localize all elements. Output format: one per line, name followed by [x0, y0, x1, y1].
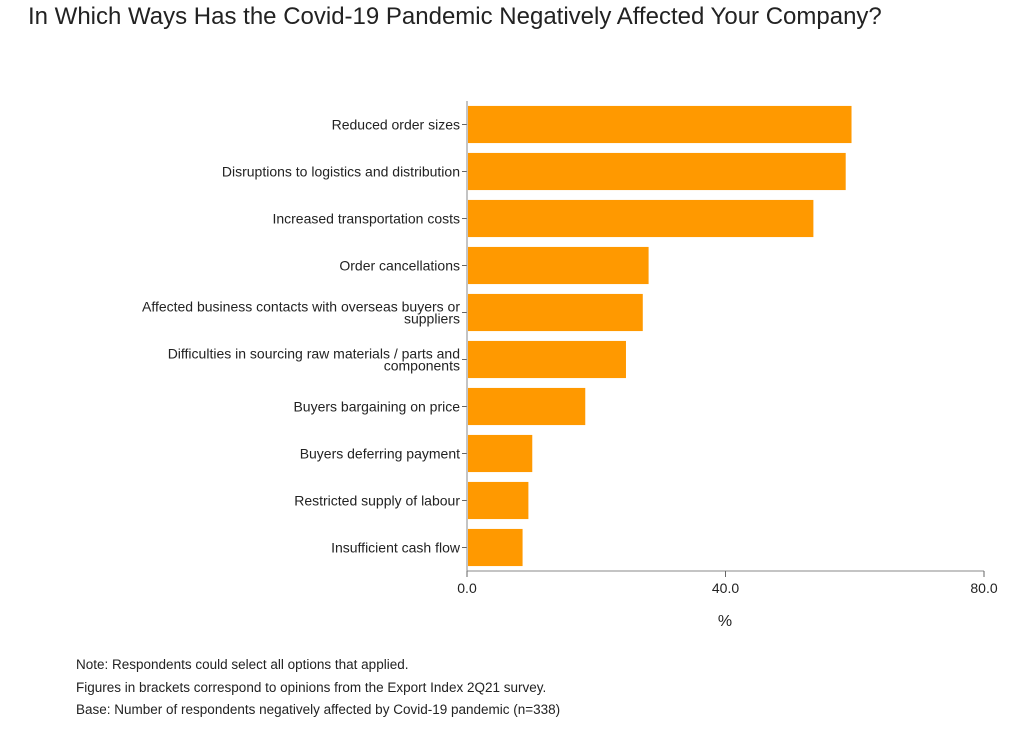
bars — [468, 105, 852, 567]
note-line: Base: Number of respondents negatively a… — [76, 702, 561, 717]
x-tick-label: 40.0 — [712, 580, 739, 596]
chart-notes: Note: Respondents could select all optio… — [76, 654, 560, 722]
y-axis-labels: Reduced order sizes Disruptions to logist… — [142, 117, 461, 556]
bar — [468, 481, 529, 520]
y-tick-label: Order cancellations — [339, 258, 460, 274]
y-tick-label: Disruptions to logistics and distributio… — [222, 164, 460, 180]
y-axis — [462, 101, 468, 571]
x-tick-label: 80.0 — [970, 580, 997, 596]
y-tick-label: Buyers bargaining on price — [293, 399, 460, 415]
x-axis: 0.0 40.0 80.0 — [457, 570, 998, 596]
note-line: Figures in brackets correspond to opinio… — [76, 679, 547, 695]
y-tick-label: Difficulties in sourcing raw materials /… — [168, 346, 460, 374]
x-axis-title: % — [718, 613, 732, 630]
bar — [468, 387, 586, 426]
y-tick-label: Reduced order sizes — [332, 117, 460, 133]
x-tick-label: 0.0 — [457, 580, 477, 596]
note-line: Note: Respondents could select all optio… — [76, 657, 409, 672]
bar — [468, 105, 852, 144]
y-tick-label: Affected business contacts with overseas… — [142, 299, 460, 327]
bar — [468, 152, 846, 191]
y-tick-label: Restricted supply of labour — [294, 493, 460, 509]
bar — [468, 199, 814, 238]
y-tick-label: Buyers deferring payment — [300, 446, 460, 462]
bar — [468, 246, 649, 285]
chart-title: In Which Ways Has the Covid-19 Pandemic … — [28, 3, 882, 30]
bar — [468, 340, 626, 379]
y-tick-label: Increased transportation costs — [272, 211, 460, 227]
bar — [468, 293, 643, 332]
y-tick-label: Insufficient cash flow — [331, 540, 461, 556]
bar — [468, 434, 533, 473]
bar — [468, 528, 523, 567]
